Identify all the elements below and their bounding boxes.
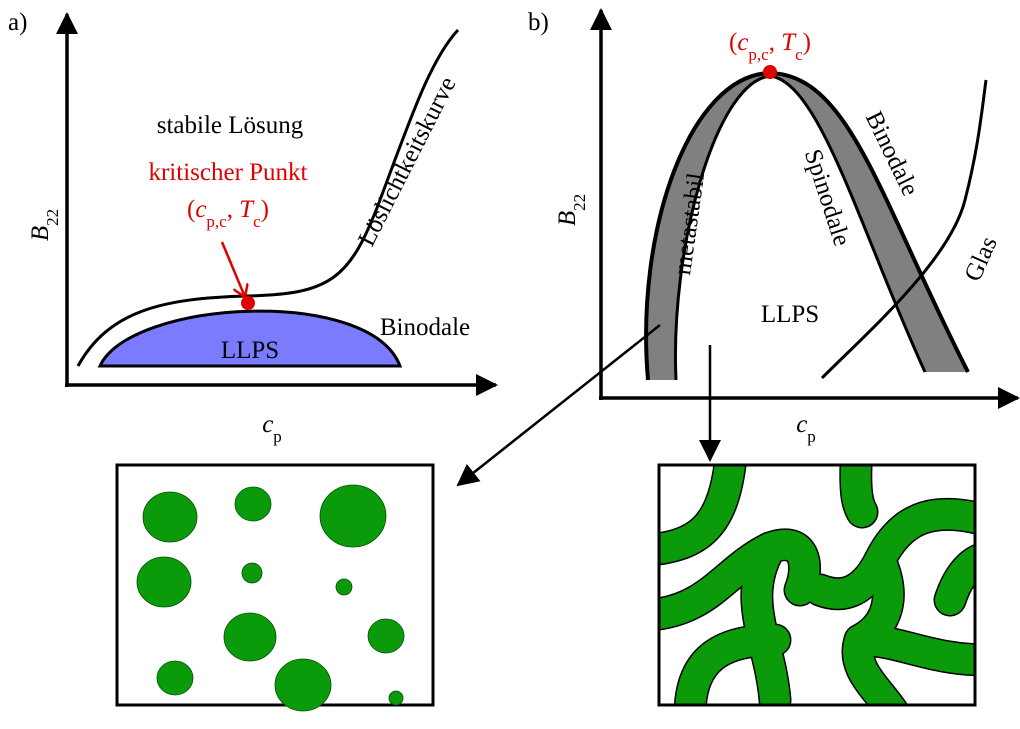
critical-point [763, 65, 777, 79]
critical-label: (cp,c, Tc) [729, 29, 811, 64]
x-axis-label: cp [796, 411, 816, 446]
droplet-inset [117, 465, 433, 711]
droplet [368, 619, 404, 653]
panel-a: a) B22 cp stabile Lösung kritischer Punk… [8, 9, 496, 446]
droplet [157, 661, 193, 695]
subscript: p,c [206, 212, 227, 231]
bracket: ( [729, 29, 737, 56]
separator: , [769, 29, 782, 56]
separator: , [227, 196, 240, 223]
y-axis-label: B22 [27, 209, 62, 241]
droplet [224, 613, 276, 661]
symbol: c [195, 196, 206, 223]
llps-label: LLPS [221, 337, 279, 364]
arrow [458, 325, 660, 485]
subscript: 22 [570, 194, 589, 211]
bracket: ) [261, 196, 269, 223]
droplet [320, 485, 386, 547]
symbol: c [737, 29, 748, 56]
panel-label: b) [528, 9, 549, 36]
droplet [275, 659, 331, 711]
glass-label: Glas [959, 233, 1002, 286]
figure: a) B22 cp stabile Lösung kritischer Punk… [0, 0, 1020, 729]
subscript: p [273, 427, 282, 446]
critical-arrow [222, 242, 245, 297]
binodal-label: Binodale [380, 314, 470, 341]
critical-point [241, 296, 255, 310]
spinodal-inset [650, 465, 985, 715]
droplet [389, 691, 403, 705]
droplet [137, 557, 191, 607]
x-axis-label: cp [262, 411, 282, 446]
symbol: c [262, 411, 273, 438]
symbol: B [27, 226, 54, 241]
bracket: ( [187, 196, 195, 223]
llps-label: LLPS [761, 301, 819, 328]
region-label: stabile Lösung [157, 112, 304, 139]
droplet [336, 579, 352, 595]
droplet [242, 563, 262, 583]
subscript: p [807, 427, 816, 446]
symbol: B [554, 211, 581, 226]
subscript: p,c [748, 45, 769, 64]
droplet [143, 492, 197, 542]
curve-label: Löslichtkeitskurve [353, 73, 462, 251]
bracket: ) [803, 29, 811, 56]
panel-label: a) [8, 9, 27, 36]
symbol: c [796, 411, 807, 438]
y-axis-label: B22 [554, 194, 589, 226]
subscript: 22 [43, 209, 62, 226]
droplet [235, 487, 271, 521]
critical-label: (cp,c, Tc) [187, 196, 269, 231]
critical-title: kritischer Punkt [148, 159, 307, 186]
panel-b: b) B22 cp (cp,c, Tc) metastabil Spinodal… [528, 9, 1018, 446]
